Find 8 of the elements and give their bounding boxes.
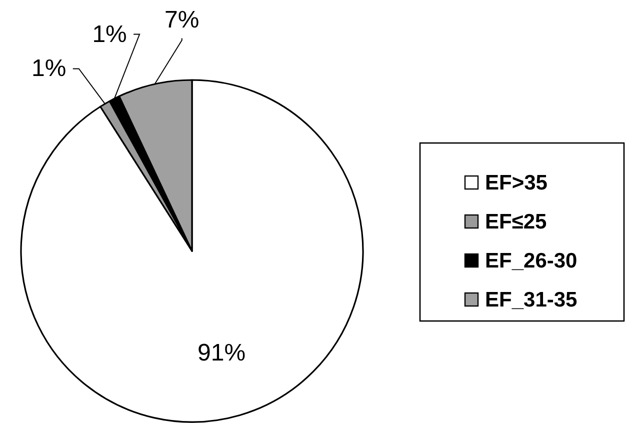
legend-label: EF_26-30 [485, 250, 578, 272]
legend-label: EF>35 [485, 172, 548, 194]
data-label: 7% [164, 6, 200, 34]
data-label: 1% [32, 55, 66, 82]
data-label: 91% [198, 339, 246, 366]
legend-label: EF_31-35 [485, 288, 578, 312]
legend-label: EF≤25 [485, 210, 548, 234]
data-label: 1% [92, 20, 127, 48]
